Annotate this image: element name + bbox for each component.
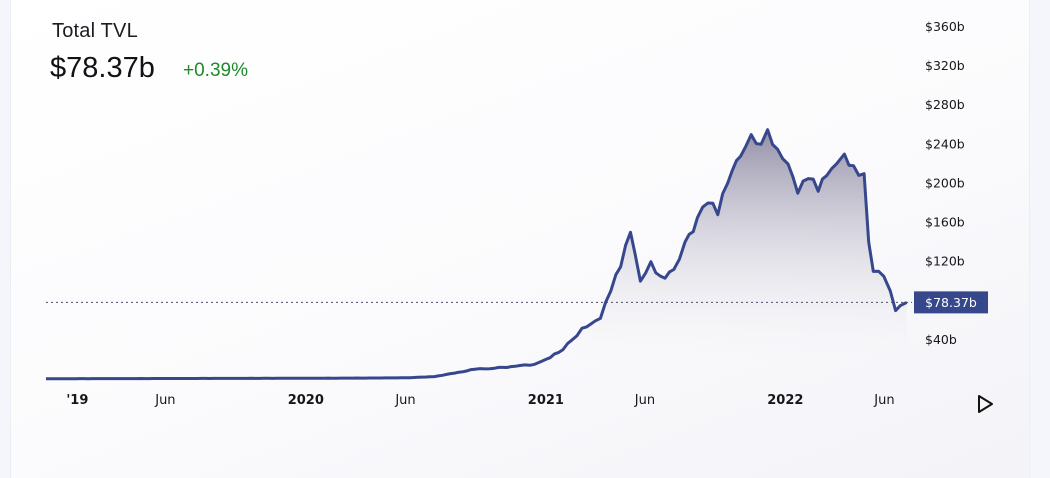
y-tick-label: $40b bbox=[925, 332, 957, 347]
current-value-badge-label: $78.37b bbox=[925, 295, 977, 310]
x-tick-label: 2021 bbox=[528, 393, 564, 408]
tvl-area-fill bbox=[46, 129, 907, 379]
chart-title: Total TVL bbox=[52, 20, 138, 42]
x-tick-label: Jun bbox=[394, 393, 415, 408]
x-tick-label: Jun bbox=[873, 393, 894, 408]
y-tick-label: $160b bbox=[925, 215, 965, 230]
y-tick-label: $200b bbox=[925, 175, 965, 190]
x-tick-label: 2020 bbox=[288, 393, 324, 408]
play-triangle-icon[interactable] bbox=[975, 394, 995, 414]
current-value-badge bbox=[914, 291, 988, 314]
x-tick-label: '19 bbox=[66, 393, 88, 408]
x-tick-label: Jun bbox=[154, 393, 175, 408]
tvl-series-line[interactable] bbox=[46, 128, 908, 381]
y-tick-label: $360b bbox=[925, 19, 965, 34]
x-tick-label: 2022 bbox=[767, 393, 803, 408]
y-tick-label: $280b bbox=[925, 97, 965, 112]
y-tick-label: $120b bbox=[925, 254, 965, 269]
y-tick-label: $320b bbox=[925, 58, 965, 73]
tvl-change-percent: +0.39% bbox=[183, 60, 248, 81]
tvl-value: $78.37b bbox=[50, 52, 155, 84]
y-tick-label: $240b bbox=[925, 136, 965, 151]
x-tick-label: Jun bbox=[634, 393, 655, 408]
